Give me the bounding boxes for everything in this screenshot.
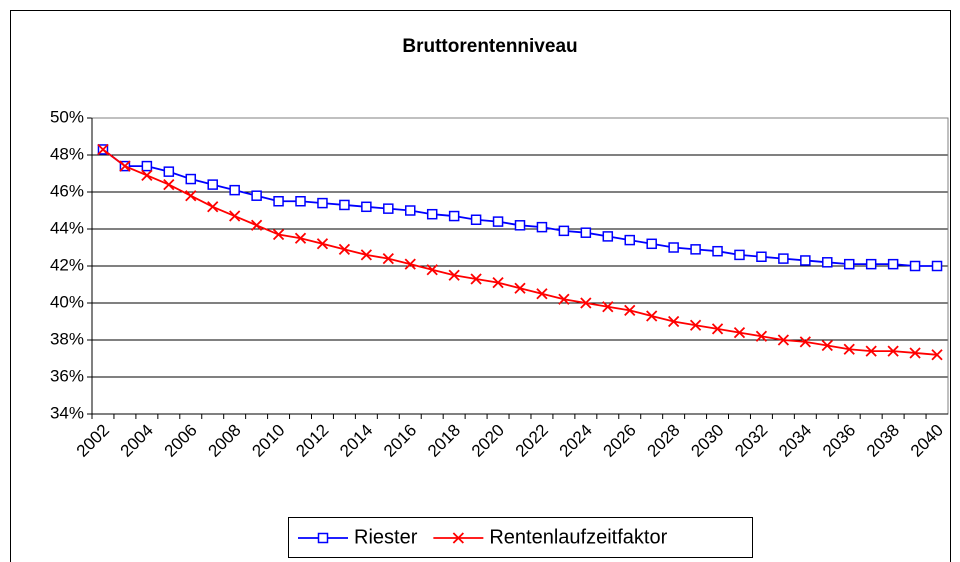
point-marker — [689, 319, 702, 331]
point-marker — [711, 323, 724, 335]
point-marker — [317, 197, 328, 209]
point-marker — [207, 179, 218, 190]
point-marker — [712, 245, 723, 257]
point-marker — [822, 257, 833, 268]
point-marker — [733, 326, 746, 339]
point-marker — [800, 255, 811, 266]
point-marker — [405, 205, 416, 216]
point-marker — [843, 343, 855, 355]
point-marker — [229, 184, 240, 196]
point-marker — [624, 304, 636, 317]
point-marker — [361, 201, 372, 213]
y-tick-label: 44% — [50, 218, 84, 237]
point-marker — [909, 347, 921, 359]
point-marker — [536, 288, 548, 300]
y-tick-label: 46% — [50, 181, 84, 200]
point-marker — [624, 234, 635, 246]
point-marker — [97, 143, 109, 156]
point-marker — [558, 225, 570, 237]
point-marker — [668, 242, 679, 253]
point-marker — [580, 227, 592, 238]
point-marker — [426, 264, 438, 276]
y-tick-label: 36% — [50, 366, 84, 385]
legend-box — [288, 517, 753, 558]
point-marker — [294, 232, 307, 244]
point-marker — [734, 249, 745, 261]
legend: Riester Rentenlaufzeitfaktor — [288, 517, 753, 558]
point-marker — [602, 301, 614, 313]
point-marker — [426, 208, 438, 220]
point-marker — [141, 160, 153, 172]
point-marker — [317, 532, 329, 544]
point-marker — [865, 345, 877, 357]
point-marker — [646, 310, 658, 322]
point-marker — [778, 253, 789, 264]
point-marker — [931, 260, 943, 272]
y-tick-label: 38% — [50, 329, 84, 348]
y-tick-label: 42% — [50, 255, 84, 274]
point-marker — [295, 196, 306, 207]
point-marker — [580, 297, 592, 309]
point-marker — [558, 293, 570, 305]
y-tick-label: 34% — [50, 403, 84, 422]
point-marker — [756, 251, 767, 262]
y-tick-label: 50% — [50, 107, 84, 126]
point-marker — [163, 178, 175, 191]
point-marker — [602, 231, 614, 242]
point-marker — [492, 216, 504, 227]
point-marker — [799, 336, 811, 348]
point-marker — [843, 258, 855, 270]
point-marker — [755, 330, 768, 342]
point-marker — [141, 169, 153, 181]
y-tick-label: 40% — [50, 292, 84, 311]
point-marker — [821, 339, 833, 352]
point-marker — [272, 228, 285, 241]
point-marker — [887, 258, 899, 270]
point-marker — [536, 221, 548, 233]
point-marker — [185, 190, 197, 202]
point-marker — [909, 260, 921, 272]
legend-label: Riester — [354, 526, 418, 548]
point-marker — [448, 269, 460, 281]
point-marker — [448, 210, 460, 222]
point-marker — [452, 532, 464, 544]
point-marker — [316, 238, 329, 250]
point-marker — [383, 203, 394, 214]
point-marker — [229, 210, 241, 222]
point-marker — [250, 219, 263, 231]
point-marker — [931, 349, 943, 361]
point-marker — [338, 243, 351, 255]
point-marker — [119, 160, 131, 172]
point-marker — [339, 199, 350, 211]
point-marker — [185, 173, 197, 185]
y-tick-label: 48% — [50, 144, 84, 163]
point-marker — [251, 190, 262, 201]
point-marker — [887, 345, 899, 357]
point-marker — [273, 196, 284, 207]
point-marker — [360, 249, 372, 261]
point-marker — [514, 282, 526, 294]
legend-label: Rentenlaufzeitfaktor — [489, 526, 667, 548]
point-marker — [470, 214, 482, 225]
point-marker — [668, 315, 680, 328]
chart-title: Bruttorentenniveau — [402, 36, 577, 57]
point-marker — [382, 252, 394, 265]
point-marker — [777, 334, 790, 346]
point-marker — [470, 273, 482, 285]
point-marker — [404, 258, 416, 270]
point-marker — [646, 238, 657, 250]
point-marker — [492, 277, 504, 289]
point-marker — [690, 244, 701, 255]
point-marker — [163, 166, 175, 177]
point-marker — [514, 220, 526, 231]
point-marker — [865, 258, 877, 270]
point-marker — [207, 201, 219, 213]
